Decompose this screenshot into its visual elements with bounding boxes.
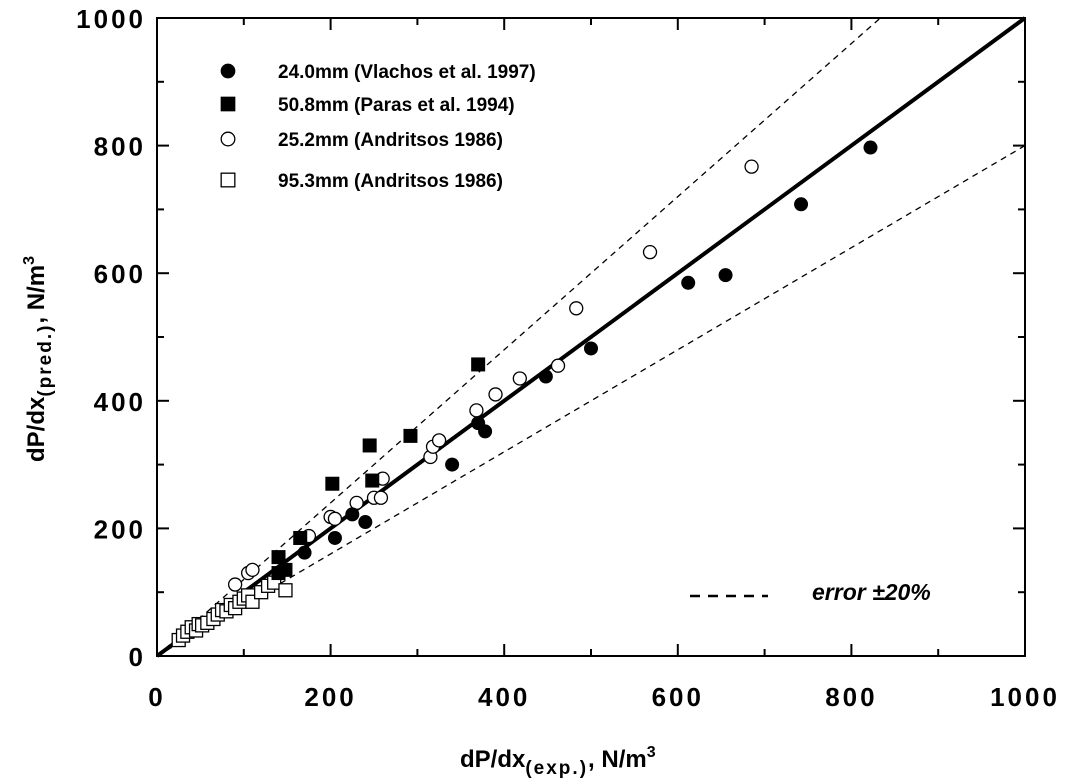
- data-point: [744, 159, 759, 174]
- x-tick-label: 0: [148, 682, 165, 712]
- data-point: [245, 562, 260, 578]
- legend-marker: [220, 96, 236, 112]
- data-point: [327, 511, 343, 526]
- data-point: [478, 424, 493, 439]
- data-point: [278, 562, 293, 577]
- y-tick-label: 1000: [76, 4, 146, 34]
- data-point: [325, 476, 340, 491]
- legend-entry-label: 24.0mm (Vlachos et al. 1997): [278, 62, 536, 83]
- y-tick-label: 0: [129, 642, 146, 672]
- data-point: [345, 507, 360, 522]
- error-bound-line: [156, 17, 881, 657]
- data-point: [469, 403, 484, 418]
- data-point: [365, 473, 380, 488]
- legend-entry-label: 50.8mm (Paras et al. 1994): [278, 95, 515, 116]
- y-axis-label: dP/dx(pred.), N/m3: [21, 256, 56, 462]
- y-tick-label: 400: [94, 387, 146, 417]
- data-point: [512, 371, 527, 386]
- data-point: [584, 341, 598, 356]
- data-point: [488, 387, 503, 402]
- data-point: [373, 490, 389, 505]
- error-annotation-text: error ±20%: [812, 579, 931, 605]
- data-point: [297, 545, 312, 560]
- x-tick-labels: 0 200 400 600 800 1000: [148, 682, 1060, 712]
- data-point: [293, 530, 308, 545]
- data-point: [431, 433, 447, 448]
- legend-marker: [220, 63, 236, 79]
- data-point: [538, 369, 553, 384]
- data-point: [681, 275, 696, 290]
- x-tick-label: 600: [652, 682, 704, 712]
- data-point: [403, 428, 418, 443]
- data-point: [794, 197, 809, 212]
- legend-marker: [220, 172, 236, 188]
- data-point: [642, 244, 658, 260]
- legend-entry-label: 95.3mm (Andritsos 1986): [278, 171, 503, 192]
- data-point: [718, 268, 733, 283]
- y-tick-labels: 0 200 400 600 800 1000: [76, 4, 146, 672]
- x-tick-label: 200: [304, 682, 356, 712]
- data-point: [471, 357, 486, 372]
- data-point: [327, 530, 342, 545]
- error-bound-line: [156, 145, 1026, 657]
- legend-marker: [220, 131, 236, 147]
- legend: 24.0mm (Vlachos et al. 1997) 50.8mm (Para…: [220, 62, 536, 192]
- legend-entry-label: 25.2mm (Andritsos 1986): [278, 130, 503, 151]
- axis-ticks: [156, 17, 1026, 657]
- data-point: [569, 301, 584, 316]
- x-tick-label: 400: [478, 682, 530, 712]
- x-axis-label: dP/dx(exp.), N/m3: [460, 744, 656, 779]
- error-annotation: error ±20%: [690, 579, 931, 605]
- data-point: [358, 515, 373, 530]
- data-point: [445, 457, 460, 472]
- data-point: [271, 550, 286, 565]
- x-tick-label: 800: [825, 682, 877, 712]
- y-tick-label: 200: [94, 514, 146, 544]
- data-point: [362, 438, 377, 453]
- x-tick-label: 1000: [990, 682, 1060, 712]
- data-point: [550, 358, 566, 373]
- data-point: [227, 577, 243, 592]
- y-tick-label: 600: [94, 259, 146, 289]
- data-points: [171, 140, 878, 648]
- y-tick-label: 800: [94, 132, 146, 162]
- data-point: [863, 140, 878, 155]
- data-point: [278, 583, 293, 598]
